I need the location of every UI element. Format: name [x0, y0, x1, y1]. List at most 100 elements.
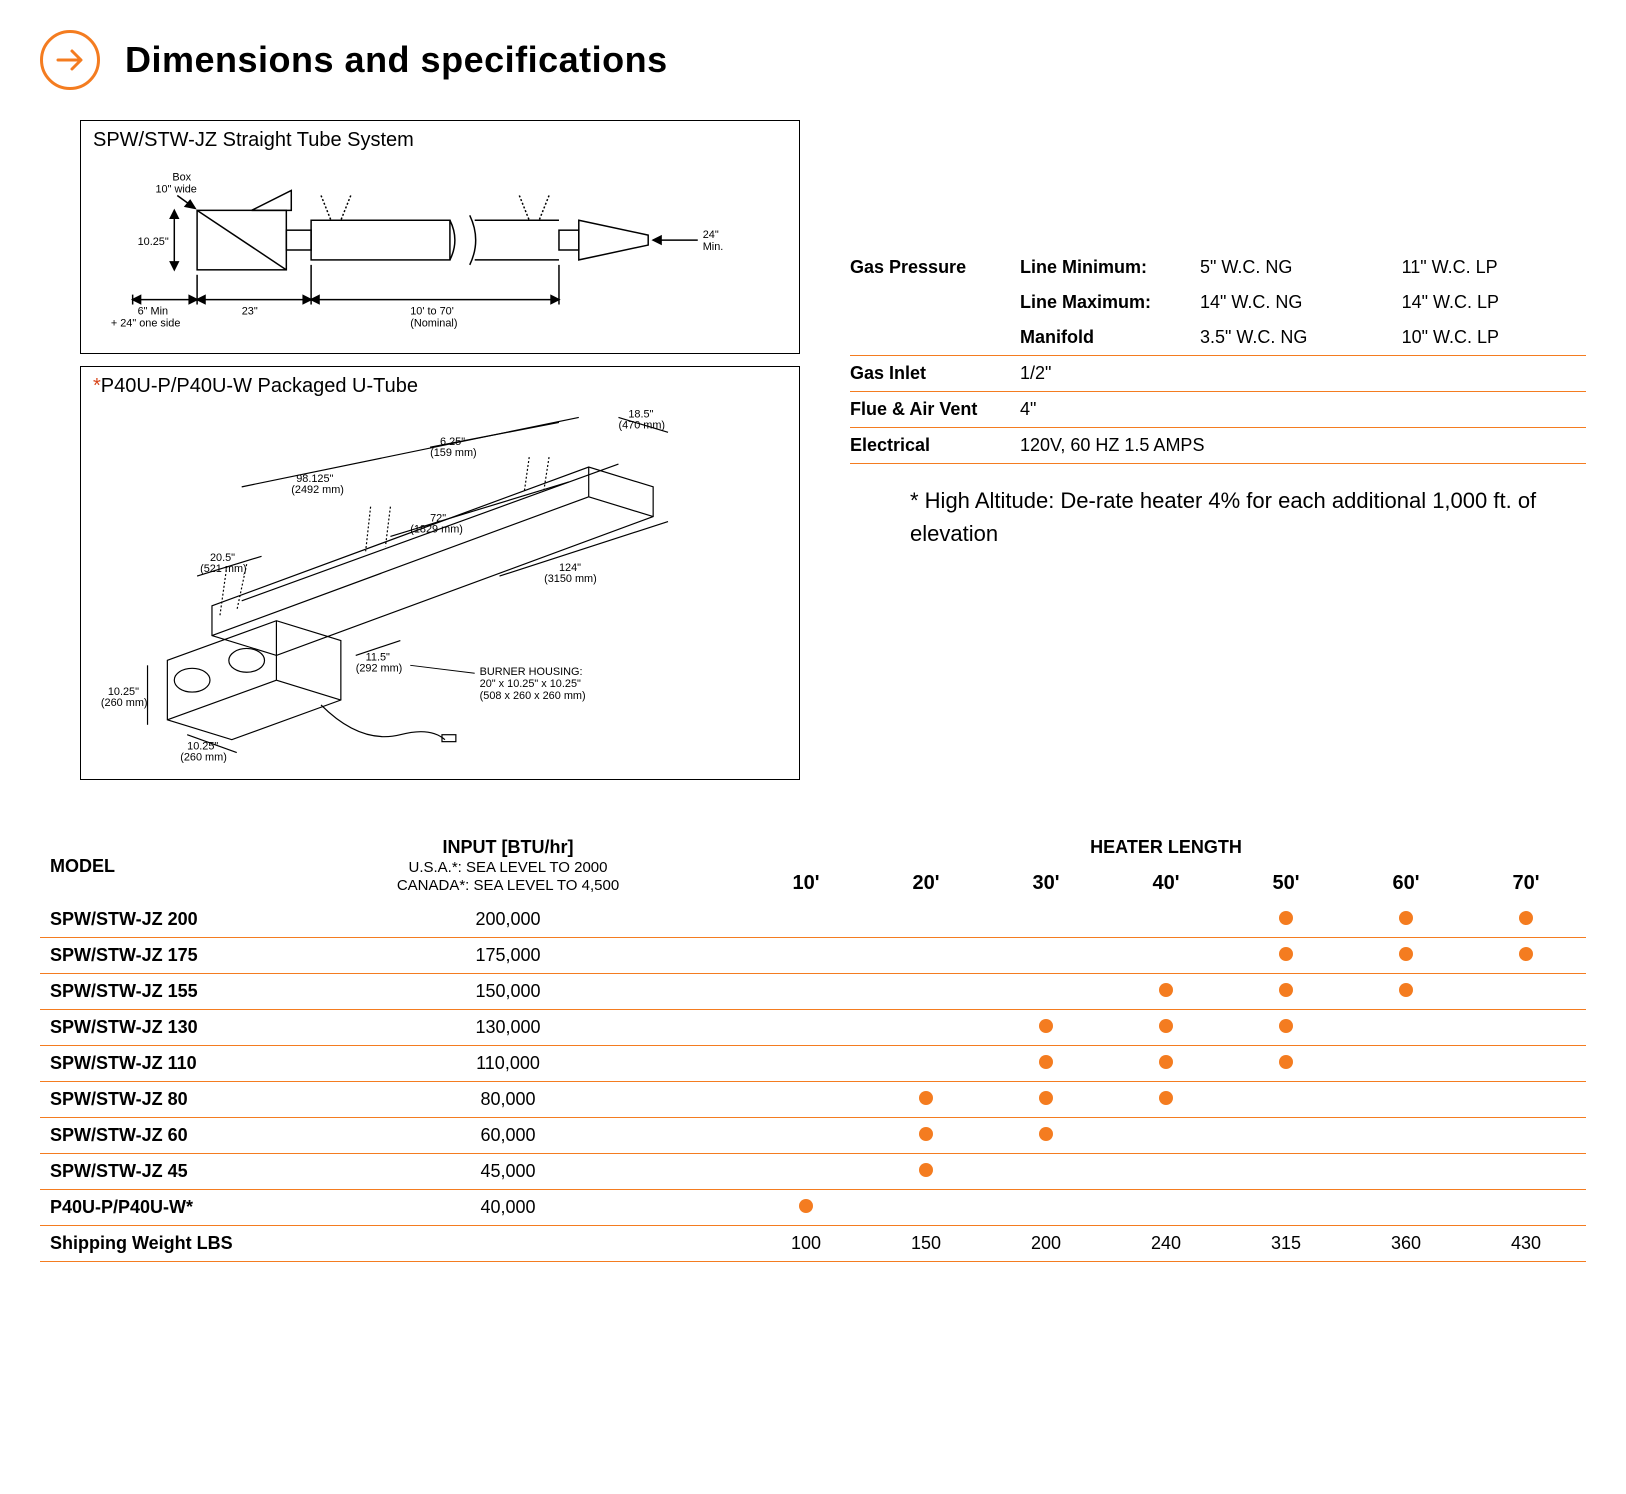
dim-l8: 10.25"(260 mm) [101, 686, 148, 709]
length-cell [1466, 902, 1586, 938]
input-cell: 40,000 [270, 1190, 746, 1226]
model-cell: SPW/STW-JZ 200 [40, 902, 270, 938]
dim-l3: 18.5"(470 mm) [618, 408, 665, 431]
table-row: SPW/STW-JZ 4545,000 [40, 1154, 1586, 1190]
flue-label: Flue & Air Vent [850, 392, 1020, 428]
dot-icon [1159, 983, 1173, 997]
length-cell [866, 1010, 986, 1046]
model-rows: SPW/STW-JZ 200200,000SPW/STW-JZ 175175,0… [40, 902, 1586, 1262]
model-cell: SPW/STW-JZ 155 [40, 974, 270, 1010]
specs-column: Gas Pressure Line Minimum: 5" W.C. NG 11… [850, 120, 1586, 780]
dot-icon [1039, 1091, 1053, 1105]
length-cell [1466, 1190, 1586, 1226]
length-cell [866, 1046, 986, 1082]
length-cell [986, 1010, 1106, 1046]
shipping-label: Shipping Weight LBS [40, 1226, 270, 1262]
shipping-cell: 150 [866, 1226, 986, 1262]
table-row: SPW/STW-JZ 175175,000 [40, 938, 1586, 974]
length-cell [866, 1082, 986, 1118]
model-cell: SPW/STW-JZ 80 [40, 1082, 270, 1118]
top-section: SPW/STW-JZ Straight Tube System [40, 120, 1586, 780]
length-cell [1226, 1082, 1346, 1118]
input-cell: 175,000 [270, 938, 746, 974]
model-cell: SPW/STW-JZ 45 [40, 1154, 270, 1190]
dot-icon [1279, 983, 1293, 997]
dot-icon [1159, 1019, 1173, 1033]
electrical-value: 120V, 60 HZ 1.5 AMPS [1020, 428, 1586, 464]
diagram-utube: *P40U-P/P40U-W Packaged U-Tube [80, 366, 800, 780]
dot-icon [1039, 1127, 1053, 1141]
length-cell [986, 1118, 1106, 1154]
dim-l6: 124"(3150 mm) [544, 562, 597, 585]
input-header: INPUT [BTU/hr] U.S.A.*: SEA LEVEL TO 200… [270, 830, 746, 902]
shipping-cell: 240 [1106, 1226, 1226, 1262]
input-cell: 150,000 [270, 974, 746, 1010]
length-cell [1226, 974, 1346, 1010]
gp-row2-lp: 10" W.C. LP [1402, 320, 1586, 356]
length-cell [746, 1082, 866, 1118]
model-cell: SPW/STW-JZ 130 [40, 1010, 270, 1046]
model-header: MODEL [40, 830, 270, 902]
length-cell [1346, 938, 1466, 974]
gp-row1-ng: 14" W.C. NG [1200, 285, 1402, 320]
gp-row0-name: Line Minimum: [1020, 250, 1200, 285]
length-cell [1346, 974, 1466, 1010]
shipping-cell: 200 [986, 1226, 1106, 1262]
input-cell: 130,000 [270, 1010, 746, 1046]
table-row: SPW/STW-JZ 155150,000 [40, 974, 1586, 1010]
length-cell [866, 902, 986, 938]
input-cell: 80,000 [270, 1082, 746, 1118]
length-cell [1466, 938, 1586, 974]
len-h-0: 10' [746, 865, 866, 902]
length-cell [746, 1190, 866, 1226]
length-cell [1466, 1046, 1586, 1082]
length-cell [866, 974, 986, 1010]
length-cell [1106, 1010, 1226, 1046]
length-cell [1346, 1154, 1466, 1190]
diagram-b-svg: 98.125"(2492 mm) 6.25"(159 mm) 18.5"(470… [93, 406, 787, 766]
length-cell [1346, 1118, 1466, 1154]
length-cell [986, 1046, 1106, 1082]
length-cell [1346, 902, 1466, 938]
gp-row1-lp: 14" W.C. LP [1402, 285, 1586, 320]
input-cell: 200,000 [270, 902, 746, 938]
length-cell [1106, 1118, 1226, 1154]
dot-icon [1519, 947, 1533, 961]
dim-box: Box10" wide [155, 172, 196, 196]
dim-right: 24"Min. [703, 229, 724, 253]
dot-icon [1159, 1055, 1173, 1069]
length-cell [1106, 1154, 1226, 1190]
length-cell [1466, 974, 1586, 1010]
model-cell: SPW/STW-JZ 110 [40, 1046, 270, 1082]
table-row: SPW/STW-JZ 110110,000 [40, 1046, 1586, 1082]
length-cell [1106, 1046, 1226, 1082]
length-cell [866, 938, 986, 974]
input-cell: 60,000 [270, 1118, 746, 1154]
header-row: Dimensions and specifications [40, 30, 1586, 90]
length-cell [1466, 1154, 1586, 1190]
spec-table: Gas Pressure Line Minimum: 5" W.C. NG 11… [850, 250, 1586, 464]
gp-row0-ng: 5" W.C. NG [1200, 250, 1402, 285]
dim-l1: 98.125"(2492 mm) [291, 473, 344, 496]
length-cell [746, 902, 866, 938]
length-cell [1466, 1010, 1586, 1046]
diagram-a-title: SPW/STW-JZ Straight Tube System [93, 129, 787, 152]
length-cell [746, 1154, 866, 1190]
length-cell [1106, 974, 1226, 1010]
len-h-5: 60' [1346, 865, 1466, 902]
length-cell [866, 1190, 986, 1226]
shipping-row: Shipping Weight LBS100150200240315360430 [40, 1226, 1586, 1262]
length-cell [1226, 902, 1346, 938]
dot-icon [1399, 947, 1413, 961]
input-cell: 110,000 [270, 1046, 746, 1082]
gas-pressure-label: Gas Pressure [850, 250, 1020, 285]
length-cell [1346, 1190, 1466, 1226]
shipping-cell: 315 [1226, 1226, 1346, 1262]
shipping-cell: 360 [1346, 1226, 1466, 1262]
length-cell [1226, 938, 1346, 974]
gas-inlet-label: Gas Inlet [850, 356, 1020, 392]
gp-row0-lp: 11" W.C. LP [1402, 250, 1586, 285]
dim-l7: 11.5"(292 mm) [356, 651, 403, 674]
table-row: SPW/STW-JZ 8080,000 [40, 1082, 1586, 1118]
length-cell [1226, 1190, 1346, 1226]
